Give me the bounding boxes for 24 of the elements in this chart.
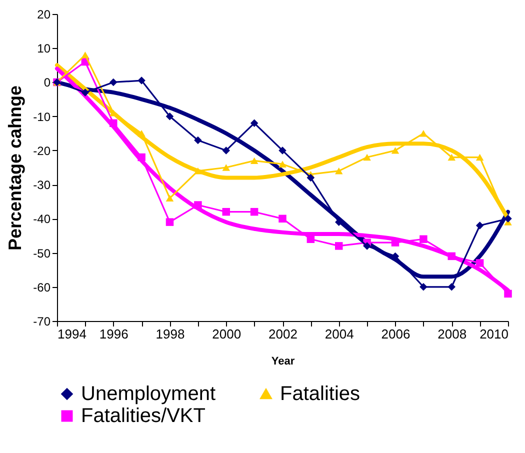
legend-label: Fatalities/VKT [81,405,206,427]
x-tick-label: 2010 [480,326,508,342]
y-tick-label: -20 [33,144,51,158]
y-tick-label: -10 [33,110,51,124]
y-tick-label: -40 [33,212,51,226]
x-tick-label: 2008 [438,326,467,342]
y-tick-label: -70 [33,314,51,328]
y-tick-label: -30 [33,178,51,192]
x-tick-label: 2000 [212,326,242,342]
legend-label: Fatalities [280,383,360,405]
y-tick-label: 20 [37,8,51,22]
x-tick-label: 2004 [324,326,354,342]
x-tick-label: 1996 [99,326,128,342]
x-axis-title: Year [271,356,296,368]
x-tick-label: 2002 [268,326,298,342]
y-axis-title: Percentage cahnge [5,85,26,251]
y-tick-label: -60 [33,280,51,294]
legend-label: Unemployment [81,383,216,405]
x-tick-label: 1998 [156,326,185,342]
y-tick-label: 0 [44,76,51,90]
y-tick-label: 10 [37,42,51,56]
y-tick-label: -50 [33,246,51,260]
x-tick-label: 2006 [381,326,410,342]
x-tick-label: 1994 [58,326,86,342]
